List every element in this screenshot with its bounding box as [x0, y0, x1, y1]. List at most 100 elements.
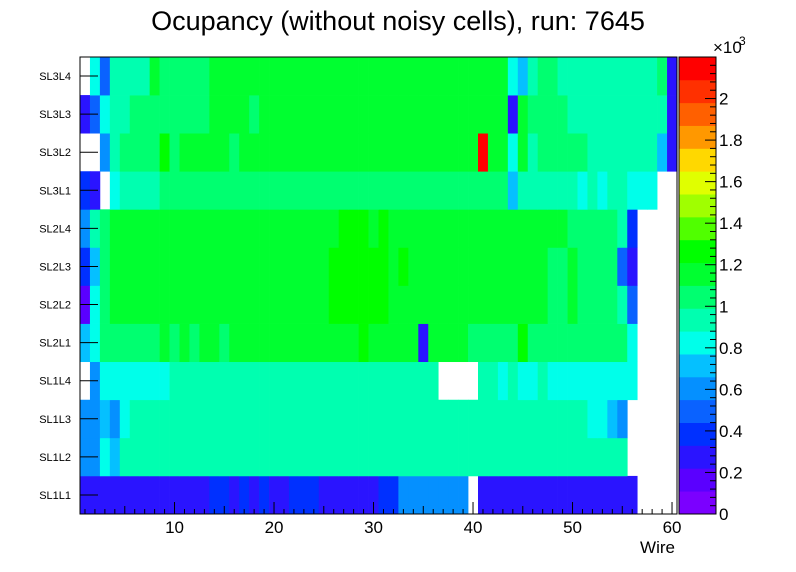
heatmap-cell [577, 133, 588, 172]
heatmap-cell [328, 247, 340, 286]
heatmap-cell [468, 323, 479, 363]
heatmap-cell [398, 133, 409, 172]
heatmap-cell [328, 399, 340, 439]
heatmap-cell [249, 323, 260, 363]
heatmap-cell [647, 171, 658, 210]
heatmap-cell [458, 209, 469, 248]
heatmap-cell [567, 437, 578, 477]
heatmap-cell [458, 437, 469, 477]
heatmap-cell [338, 247, 349, 286]
heatmap-cell [338, 57, 349, 96]
heatmap-cell [597, 437, 608, 477]
heatmap-cell [288, 323, 300, 363]
heatmap-cell [259, 171, 270, 210]
heatmap-cell [229, 95, 240, 134]
heatmap-cell [587, 133, 598, 172]
y-tick-label: SL2L3 [39, 261, 71, 273]
heatmap-cell [607, 247, 618, 286]
heatmap-cell [249, 475, 260, 515]
heatmap-cell [468, 171, 479, 210]
heatmap-cell [458, 171, 469, 210]
heatmap-cell [448, 171, 459, 210]
heatmap-cell [199, 133, 210, 172]
heatmap-cell [279, 57, 290, 96]
heatmap-cell [318, 323, 330, 363]
heatmap-cell [279, 437, 290, 477]
heatmap-cell [567, 57, 578, 96]
heatmap-cell [259, 57, 270, 96]
heatmap-cell [269, 209, 280, 248]
heatmap-cell [159, 361, 170, 401]
heatmap-cell [398, 361, 409, 401]
heatmap-cell [249, 133, 260, 172]
heatmap-cell [139, 209, 150, 248]
heatmap-cell [239, 361, 250, 401]
heatmap-cell [458, 95, 469, 134]
heatmap-cell [109, 285, 121, 324]
y-tick-label: SL1L2 [39, 452, 71, 464]
heatmap-cell [298, 361, 310, 401]
heatmap-cell [189, 323, 200, 363]
heatmap-cell [557, 285, 568, 324]
heatmap-cell [269, 247, 280, 286]
heatmap-cell [259, 285, 270, 324]
heatmap-cell [308, 247, 320, 286]
heatmap-cell [219, 247, 230, 286]
heatmap-cell [537, 247, 548, 286]
heatmap-cell [497, 133, 509, 172]
heatmap-cell [249, 437, 260, 477]
heatmap-cell [219, 437, 230, 477]
heatmap-cell [159, 285, 170, 324]
heatmap-cell [99, 285, 111, 324]
heatmap-cell [328, 133, 340, 172]
heatmap-cell [298, 437, 310, 477]
y-tick-label: SL2L1 [39, 338, 71, 350]
heatmap-cell [507, 361, 519, 401]
heatmap-cell [637, 95, 648, 134]
heatmap-cell [209, 475, 220, 515]
heatmap-cell [308, 437, 320, 477]
heatmap-cell [547, 133, 558, 172]
heatmap-cell [189, 361, 200, 401]
heatmap-cell [229, 285, 240, 324]
heatmap-cell [468, 247, 479, 286]
heatmap-cell [298, 133, 310, 172]
heatmap-cell [517, 437, 529, 477]
heatmap-cell [587, 399, 598, 439]
heatmap-cell [448, 437, 459, 477]
heatmap-cell [129, 247, 141, 286]
heatmap-cell [587, 285, 598, 324]
heatmap-cell [209, 95, 220, 134]
heatmap-cell [517, 171, 529, 210]
heatmap-cell [338, 133, 349, 172]
color-scale-swatch [679, 79, 716, 104]
heatmap-cell [418, 475, 429, 515]
heatmap-cell [587, 437, 598, 477]
heatmap-cell [239, 399, 250, 439]
heatmap-cell [298, 323, 310, 363]
heatmap-cell [487, 361, 499, 401]
heatmap-cell [368, 285, 379, 324]
heatmap-cell [378, 475, 389, 515]
heatmap-cell [557, 209, 568, 248]
heatmap-cell [567, 361, 578, 401]
heatmap-cell [587, 209, 598, 248]
heatmap-cell [378, 171, 389, 210]
heatmap-cell [129, 57, 141, 96]
color-scale-swatch [679, 422, 716, 446]
heatmap-cell [169, 247, 180, 286]
heatmap-cell [468, 95, 479, 134]
heatmap-cell [298, 57, 310, 96]
heatmap-cell [189, 133, 200, 172]
heatmap-cell [438, 171, 449, 210]
heatmap-cell [358, 209, 369, 248]
color-scale-tick-label: 1.4 [719, 214, 743, 233]
heatmap-cell [438, 209, 449, 248]
heatmap-cell [209, 361, 220, 401]
heatmap-cell [418, 247, 429, 286]
heatmap-cell [139, 285, 150, 324]
heatmap-cell [438, 133, 449, 172]
heatmap-cell [517, 247, 529, 286]
heatmap-cell [517, 209, 529, 248]
heatmap-cell [239, 209, 250, 248]
